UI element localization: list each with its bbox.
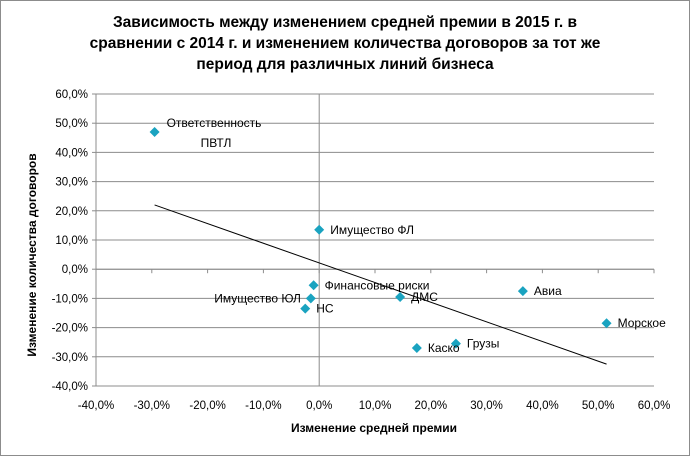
y-tick-label: -30,0% <box>52 352 88 364</box>
grid-layer <box>96 93 654 387</box>
data-point-10 <box>411 343 422 354</box>
point-layer <box>149 126 612 354</box>
y-tick-label: 30,0% <box>55 177 88 189</box>
data-point-6 <box>300 303 311 314</box>
point-label: Авиа <box>534 284 562 298</box>
y-tick-label: 50,0% <box>55 118 88 130</box>
data-point-11 <box>450 338 461 349</box>
trendline-layer <box>154 204 607 365</box>
point-label: Имущество ФЛ <box>330 223 414 237</box>
x-tick-label: 30,0% <box>470 400 503 412</box>
point-label: Ответственность <box>167 116 262 130</box>
x-tick-label: -20,0% <box>189 400 225 412</box>
data-point-5 <box>305 293 316 304</box>
y-tick-label: -20,0% <box>52 323 88 335</box>
y-tick-label: 20,0% <box>55 206 88 218</box>
y-tick-label: 10,0% <box>55 235 88 247</box>
point-label: Имущество ЮЛ <box>214 291 301 305</box>
chart-title: Зависимость между изменением средней пре… <box>20 12 670 75</box>
point-label: Грузы <box>467 337 500 351</box>
data-point-3 <box>314 224 325 235</box>
x-tick-label: 50,0% <box>582 400 615 412</box>
data-point-7 <box>395 291 406 302</box>
data-point-4 <box>308 280 319 291</box>
point-label: Морское <box>618 316 667 330</box>
point-label: Каско <box>428 341 460 355</box>
point-label: ПВТЛ <box>201 136 232 150</box>
point-label: ДМС <box>411 290 438 304</box>
data-point-8 <box>517 286 528 297</box>
data-point-9 <box>601 318 612 329</box>
x-tick-label: 20,0% <box>414 400 447 412</box>
x-tick-label: -30,0% <box>134 400 170 412</box>
y-tick-label: 0,0% <box>62 264 88 276</box>
point-label: НС <box>316 302 334 316</box>
x-tick-label: -40,0% <box>78 400 114 412</box>
axis-layer: -40,0% -30,0% -20,0% -10,0% 0,0% 10,0% 20,0% 30… <box>52 89 671 412</box>
chart-title-line-2: сравнении с 2014 г. и изменением количес… <box>89 35 601 52</box>
chart-title-line-3: период для различных линий бизнеса <box>196 56 494 73</box>
trendline <box>154 204 607 365</box>
y-tick-label: -40,0% <box>52 381 88 393</box>
x-tick-label: 0,0% <box>306 400 332 412</box>
y-tick-label: 60,0% <box>55 89 88 101</box>
x-tick-label: 40,0% <box>526 400 559 412</box>
point-label: Финансовые риски <box>325 278 430 292</box>
y-axis-title: Изменение количества договоров <box>25 153 39 356</box>
y-tick-label: -10,0% <box>52 293 88 305</box>
x-axis-title: Изменение средней премии <box>291 421 457 435</box>
x-tick-label: -10,0% <box>245 400 281 412</box>
point-label-layer: Ответственность ПВТЛ Имущество ФЛ Финансовы… <box>167 116 667 355</box>
chart-title-line-1: Зависимость между изменением средней пре… <box>112 14 578 31</box>
data-point-1 <box>149 126 160 137</box>
x-tick-label: 60,0% <box>638 400 671 412</box>
y-tick-label: 40,0% <box>55 147 88 159</box>
x-tick-label: 10,0% <box>359 400 392 412</box>
